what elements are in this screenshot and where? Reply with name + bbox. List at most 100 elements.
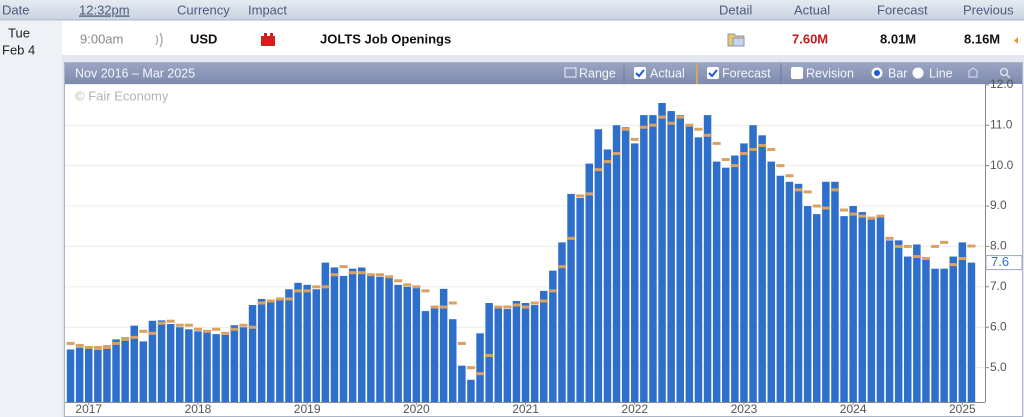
- bar: [75, 347, 84, 402]
- bar: [239, 327, 248, 402]
- bar: [685, 125, 694, 403]
- forecast-marker: [330, 273, 339, 277]
- detail-icon-front: [732, 37, 745, 47]
- forecast-marker: [84, 345, 93, 349]
- bar: [867, 218, 876, 402]
- forecast-marker: [940, 240, 949, 244]
- alert-icon[interactable]: [155, 32, 163, 48]
- bar: [412, 286, 421, 402]
- forecast-marker: [66, 341, 75, 345]
- bar: [112, 339, 120, 402]
- forecast-marker: [321, 285, 330, 289]
- forecast-marker: [603, 160, 612, 164]
- bar: [330, 267, 339, 402]
- forecast-marker: [339, 265, 348, 269]
- bar: [758, 135, 766, 402]
- forecast-check: [708, 69, 718, 78]
- forecast-marker: [721, 158, 730, 162]
- bar: [66, 349, 75, 402]
- bar: [85, 347, 93, 402]
- forecast-marker: [557, 265, 566, 269]
- range-button[interactable]: Range: [579, 66, 616, 80]
- forecast-marker: [876, 214, 885, 218]
- y-tick-label: 10.0: [990, 158, 1014, 172]
- x-tick-label: 2018: [185, 402, 212, 416]
- reset-icon[interactable]: [968, 67, 978, 78]
- zoom-icon-handle: [1005, 73, 1011, 79]
- forecast-marker: [739, 151, 748, 155]
- forecast-marker: [767, 147, 776, 151]
- event-title[interactable]: JOLTS Job Openings: [320, 31, 451, 46]
- forecast-marker: [758, 143, 767, 147]
- header-date: Date: [2, 2, 29, 17]
- bar-option[interactable]: Bar: [888, 66, 907, 80]
- forecast-marker: [494, 305, 503, 309]
- x-tick-label: 2020: [403, 402, 430, 416]
- forecast-marker: [894, 244, 903, 248]
- forecast-marker: [175, 323, 184, 327]
- bar: [439, 288, 448, 402]
- x-tick-label: 2024: [840, 402, 867, 416]
- range-icon[interactable]: [564, 67, 577, 78]
- forecast-marker: [221, 331, 230, 335]
- bar: [803, 206, 812, 402]
- bar: [476, 333, 484, 402]
- bar: [621, 127, 630, 402]
- line-option[interactable]: Line: [929, 66, 953, 80]
- forecast-marker: [858, 214, 867, 218]
- actual-checkbox[interactable]: [634, 67, 646, 79]
- bar: [166, 324, 175, 402]
- bar: [449, 319, 457, 402]
- revision-checkbox[interactable]: [791, 67, 803, 79]
- forecast-marker: [157, 321, 166, 325]
- plot: [65, 84, 985, 403]
- forecast-marker: [885, 236, 894, 240]
- revision-toggle[interactable]: Revision: [806, 66, 854, 80]
- forecast-marker: [166, 319, 175, 323]
- x-tick-label: 2019: [294, 402, 321, 416]
- forecast-marker: [357, 271, 366, 275]
- forecast-marker: [476, 372, 485, 376]
- forecast-marker: [248, 325, 257, 329]
- bar: [421, 311, 430, 402]
- forecast-checkbox[interactable]: [707, 67, 719, 79]
- forecast-marker: [921, 257, 930, 261]
- bar: [904, 256, 912, 402]
- bar: [749, 125, 757, 403]
- bar: [813, 214, 821, 402]
- current-value-label: 7.6: [991, 254, 1009, 269]
- forecast-marker: [958, 257, 967, 261]
- bar: [849, 206, 857, 402]
- zoom-icon[interactable]: [999, 67, 1009, 77]
- forecast-marker: [303, 289, 312, 293]
- watermark: © Fair Economy: [75, 88, 169, 103]
- x-tick-label: 2021: [512, 402, 539, 416]
- bar: [649, 115, 657, 402]
- bar: [285, 289, 293, 402]
- forecast-marker: [667, 121, 676, 125]
- bar: [967, 262, 976, 402]
- y-tick-label: 9.0: [990, 198, 1007, 212]
- bar: [276, 298, 284, 402]
- bar: [794, 183, 803, 402]
- bar: [403, 286, 411, 402]
- bar: [840, 216, 848, 402]
- event-day: Tue: [8, 25, 30, 40]
- bar: [212, 334, 220, 402]
- forecast-marker: [749, 147, 758, 151]
- line-radio[interactable]: [912, 67, 924, 79]
- event-actual: 7.60M: [792, 31, 828, 46]
- bar: [385, 276, 393, 402]
- forecast-marker: [703, 133, 712, 137]
- forecast-marker: [466, 366, 475, 370]
- forecast-marker: [184, 323, 193, 327]
- actual-toggle[interactable]: Actual: [650, 66, 685, 80]
- header-forecast: Forecast: [877, 2, 928, 17]
- forecast-marker: [485, 354, 494, 358]
- bar: [631, 143, 639, 403]
- forecast-marker: [821, 206, 830, 210]
- forecast-toggle[interactable]: Forecast: [722, 66, 771, 80]
- bar: [321, 262, 330, 402]
- header-previous: Previous: [963, 2, 1014, 17]
- header-time[interactable]: 12:32pm: [79, 2, 130, 17]
